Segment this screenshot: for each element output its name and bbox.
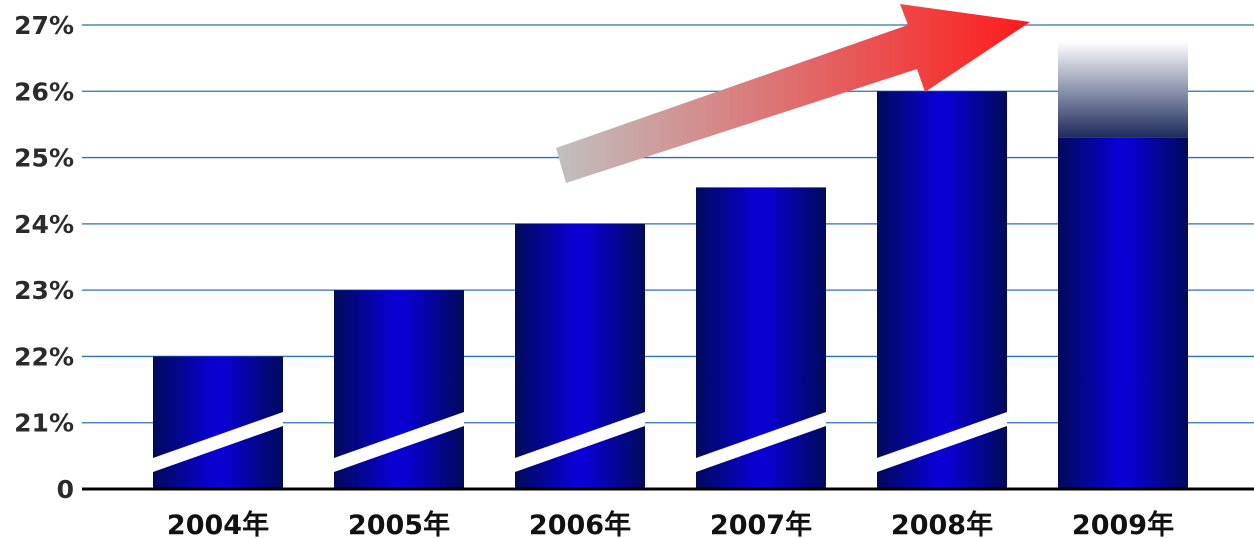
trend-arrow-icon bbox=[556, 4, 1030, 183]
x-category-label: 2007年 bbox=[710, 509, 812, 538]
x-category-label: 2006年 bbox=[529, 509, 631, 538]
axis-break-mark bbox=[515, 412, 645, 472]
bar bbox=[515, 223, 645, 489]
axis-break-mark bbox=[334, 412, 464, 472]
bars bbox=[153, 41, 1188, 490]
x-category-label: 2004年 bbox=[167, 509, 269, 538]
axis-break-mark bbox=[153, 412, 283, 472]
y-tick-label: 27% bbox=[14, 11, 74, 40]
y-tick-label: 21% bbox=[14, 409, 74, 438]
axis-break-mark bbox=[696, 412, 826, 472]
bar bbox=[1058, 137, 1188, 489]
y-tick-label: 25% bbox=[14, 144, 74, 173]
x-category-label: 2009年 bbox=[1072, 509, 1174, 538]
bar-fade-projection bbox=[1058, 41, 1188, 138]
x-category-label: 2005年 bbox=[348, 509, 450, 538]
axis-break-mark bbox=[877, 412, 1007, 472]
labels: 27% 26% 25% 24% 23% 22% 21% 0 2004年 2005年 2006年 200… bbox=[14, 11, 1174, 538]
y-tick-label: 26% bbox=[14, 77, 74, 106]
y-tick-label: 23% bbox=[14, 276, 74, 305]
annotations bbox=[556, 4, 1030, 183]
y-tick-label: 22% bbox=[14, 342, 74, 371]
y-tick-label: 0 bbox=[57, 475, 74, 504]
x-category-label: 2008年 bbox=[891, 509, 993, 538]
y-tick-label: 24% bbox=[14, 210, 74, 239]
